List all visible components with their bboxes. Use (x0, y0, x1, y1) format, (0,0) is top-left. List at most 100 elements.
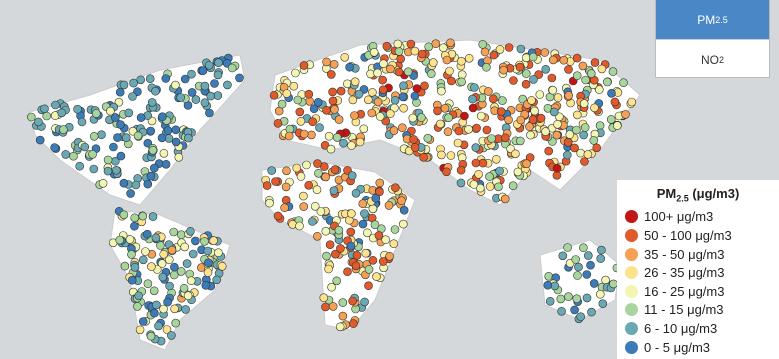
station-dot (564, 292, 573, 301)
station-dot (346, 227, 356, 237)
station-dot (583, 251, 593, 260)
station-dot (131, 180, 141, 190)
toggle-button[interactable]: NO 2 (656, 39, 769, 79)
station-dot (335, 322, 345, 332)
station-dot (541, 65, 551, 74)
station-dot (35, 135, 45, 145)
station-dot (314, 169, 323, 178)
station-dot (474, 170, 483, 179)
station-dot (98, 179, 108, 188)
station-dot (364, 281, 373, 291)
legend-label: 26 - 35 μg/m3 (644, 265, 725, 281)
station-dot (374, 231, 384, 240)
station-dot (50, 143, 59, 152)
station-dot (130, 221, 139, 231)
station-dot (181, 305, 190, 314)
station-dot (572, 110, 582, 120)
station-dot (146, 126, 155, 136)
station-dot (563, 138, 573, 147)
station-dot (468, 103, 478, 113)
station-dot (358, 219, 368, 229)
station-dot (529, 75, 538, 84)
station-dot (321, 172, 331, 182)
station-dot (324, 131, 334, 141)
station-dot (399, 103, 408, 113)
station-dot (296, 172, 306, 181)
station-dot (61, 150, 70, 159)
station-dot (186, 276, 196, 286)
station-dot (302, 160, 311, 170)
station-dot (528, 115, 538, 124)
station-dot (133, 302, 142, 311)
station-dot (408, 113, 418, 123)
station-dot (347, 141, 356, 150)
station-dot (113, 133, 122, 142)
station-dot (552, 171, 562, 180)
station-dot (127, 275, 137, 285)
station-dot (324, 264, 333, 274)
station-dot (124, 108, 134, 118)
station-dot (431, 39, 441, 49)
station-dot (143, 229, 152, 239)
station-dot (398, 219, 408, 229)
station-dot (508, 181, 518, 190)
station-dot (363, 95, 373, 105)
station-dot (139, 255, 148, 265)
station-dot (343, 267, 352, 277)
station-dot (433, 106, 442, 116)
legend-label: 16 - 25 μg/m3 (644, 283, 725, 299)
legend-swatch (625, 210, 638, 224)
station-dot (157, 259, 167, 268)
station-dot (563, 243, 572, 252)
station-dot (583, 150, 593, 159)
station-dot (339, 138, 348, 148)
button-label-sub: 2 (718, 54, 724, 65)
legend-swatch (625, 303, 638, 317)
station-dot (582, 293, 592, 303)
station-dot (130, 262, 140, 272)
station-dot (319, 293, 329, 303)
station-dot (136, 75, 145, 85)
station-dot (453, 138, 463, 148)
station-dot (89, 132, 99, 141)
station-dot (328, 302, 338, 311)
station-dot (472, 123, 481, 133)
station-dot (368, 204, 378, 214)
station-dot (304, 181, 314, 190)
station-dot (456, 178, 466, 188)
station-dot (576, 312, 586, 322)
station-dot (386, 64, 395, 74)
station-dot (103, 166, 113, 176)
station-dot (136, 113, 146, 122)
station-dot (379, 59, 388, 69)
station-dot (572, 71, 582, 80)
legend-label: 50 - 100 μg/m3 (644, 227, 732, 243)
station-dot (330, 249, 340, 259)
station-dot (169, 227, 178, 237)
station-dot (148, 145, 158, 155)
station-dot (206, 91, 215, 101)
station-dot (468, 94, 477, 104)
station-dot (154, 321, 163, 331)
station-dot (307, 130, 316, 140)
station-dot (350, 111, 359, 120)
station-dot (571, 255, 581, 264)
station-dot (403, 67, 413, 76)
station-dot (371, 193, 381, 203)
station-dot (162, 325, 172, 334)
station-dot (89, 164, 99, 174)
toggle-button[interactable]: PM 2.5 (656, 0, 769, 39)
station-dot (580, 123, 590, 132)
station-dot (548, 85, 558, 95)
station-dot (482, 62, 491, 72)
station-dot (180, 74, 190, 84)
station-dot (527, 96, 536, 105)
station-dot (313, 98, 323, 107)
station-dot (191, 236, 200, 246)
station-dot (447, 76, 456, 86)
station-dot (267, 166, 277, 175)
station-dot (133, 131, 143, 141)
station-dot (590, 58, 600, 67)
station-dot (170, 304, 179, 314)
